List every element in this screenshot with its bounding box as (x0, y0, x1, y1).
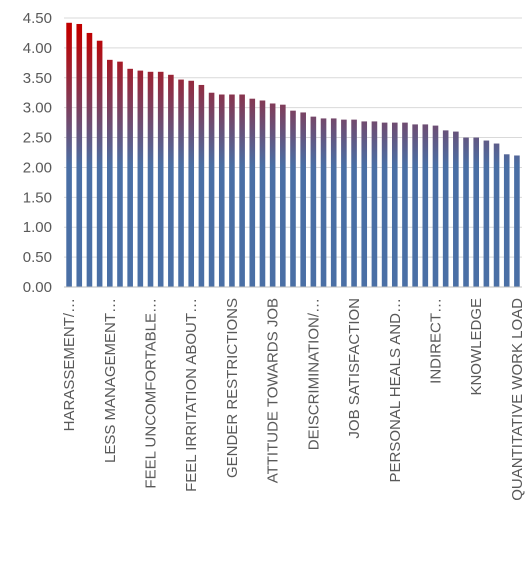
bar (361, 121, 368, 287)
bar (391, 122, 398, 287)
bar (259, 100, 266, 287)
x-tick-label: ATTITUDE TOWARDS JOB (265, 298, 282, 483)
y-tick-label: 2.00 (23, 159, 52, 176)
bar (442, 130, 449, 287)
bar (208, 92, 215, 287)
bar (107, 59, 113, 287)
y-tick-label: 1.50 (23, 189, 52, 206)
y-tick-label: 4.00 (23, 40, 52, 57)
bar (422, 124, 429, 287)
bar (249, 98, 256, 287)
bar (402, 122, 408, 287)
bar (229, 94, 235, 287)
x-tick-label: LESS MANAGEMENT… (102, 298, 119, 463)
bar (137, 70, 144, 287)
x-tick-label: PERSONAL HEALS AND… (387, 298, 404, 483)
bar (300, 112, 306, 288)
x-tick-label: INDIRECT… (427, 298, 444, 384)
x-tick-label: FEEL IRRITATION ABOUT… (183, 298, 200, 492)
bar (280, 104, 286, 287)
bar (341, 119, 347, 287)
bar (76, 23, 83, 287)
bar (269, 103, 276, 287)
x-tick-label: QUANTITATIVE WORK LOAD (509, 298, 525, 501)
bar (503, 154, 510, 287)
bar (147, 71, 154, 287)
bar (473, 137, 479, 287)
y-tick-label: 2.50 (23, 130, 52, 147)
bar (127, 68, 133, 287)
bar (157, 71, 164, 287)
bar (239, 94, 245, 287)
bar (453, 131, 459, 287)
x-tick-label: JOB SATISFACTION (346, 298, 363, 439)
bar (188, 80, 195, 288)
y-tick-label: 1.00 (23, 219, 52, 236)
bar (290, 110, 296, 288)
bar (351, 119, 357, 287)
y-tick-label: 0.50 (23, 249, 52, 266)
x-tick-label: HARASSEMENT/… (61, 298, 78, 431)
bar (178, 79, 184, 288)
bar (381, 122, 388, 287)
bar (463, 137, 469, 287)
bar (412, 124, 418, 287)
x-tick-label: KNOWLEDGE (468, 298, 485, 396)
y-tick-label: 0.00 (23, 279, 52, 296)
bar (310, 116, 317, 287)
x-tick-label: DEISCRIMINATION/… (305, 298, 322, 450)
bar (371, 121, 378, 287)
bar (320, 118, 327, 287)
bar (483, 140, 490, 287)
bar (168, 74, 174, 288)
x-tick-label: FEEL UNCOMFORTABLE… (143, 298, 160, 489)
y-tick-label: 4.50 (23, 10, 52, 27)
bar (218, 94, 225, 287)
y-tick-label: 3.00 (23, 100, 52, 117)
bar (198, 84, 205, 287)
bar (493, 143, 500, 287)
bar (330, 118, 337, 287)
bar (432, 125, 439, 287)
bar (86, 32, 93, 287)
bar (66, 22, 72, 287)
y-tick-label: 3.50 (23, 70, 52, 87)
bar (96, 40, 103, 287)
bar (117, 61, 123, 287)
x-tick-label: GENDER RESTRICTIONS (224, 298, 241, 478)
bar (514, 155, 520, 287)
